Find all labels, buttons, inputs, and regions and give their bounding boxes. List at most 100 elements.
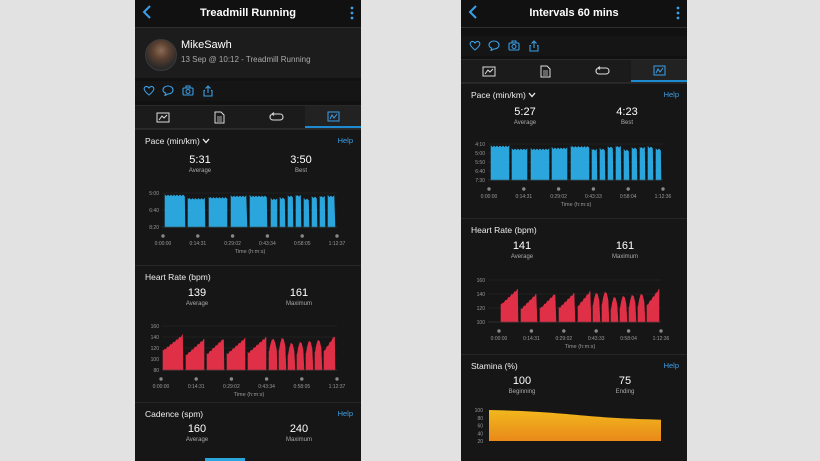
y-tick-label: 120 bbox=[151, 346, 160, 352]
x-tick-dot bbox=[196, 234, 200, 238]
user-name: MikeSawh bbox=[181, 39, 232, 51]
heart-rate-chart[interactable]: 160 140 120 100 80 0:00:00 0:14:31 0:29:02 0:43:… bbox=[135, 318, 361, 400]
x-tick-dot bbox=[626, 187, 630, 191]
tab-laps[interactable] bbox=[248, 106, 305, 128]
action-bar bbox=[135, 81, 361, 101]
tab-laps[interactable] bbox=[574, 60, 631, 82]
x-tick-label: 1:12:37 bbox=[329, 241, 346, 247]
back-chevron-icon[interactable] bbox=[467, 4, 479, 25]
activity-subtitle: 13 Sep @ 10:12 - Treadmill Running bbox=[181, 55, 311, 64]
back-chevron-icon[interactable] bbox=[141, 4, 153, 25]
x-tick-dot bbox=[562, 329, 566, 333]
heart-rate-section: Heart Rate (bpm) 141 Average 161 Maximum 1… bbox=[461, 218, 687, 355]
header-bar: Treadmill Running bbox=[135, 0, 361, 28]
y-tick-label: 100 bbox=[475, 408, 484, 414]
comment-icon[interactable] bbox=[162, 85, 174, 96]
y-tick-label: 5:50 bbox=[475, 160, 485, 166]
hr-maximum: 161 Maximum bbox=[611, 240, 638, 260]
action-bar bbox=[461, 36, 687, 56]
laps-tab-icon bbox=[269, 112, 284, 121]
x-axis-label: Time (h:m:s) bbox=[561, 202, 592, 208]
heart-rate-chart[interactable]: 160 140 120 100 0:00:00 0:14:31 0:29:02 0:43:33… bbox=[461, 272, 687, 352]
help-link[interactable]: Help bbox=[337, 409, 353, 418]
x-tick-dot bbox=[300, 234, 304, 238]
more-vertical-icon[interactable] bbox=[350, 6, 354, 25]
tab-details[interactable] bbox=[191, 106, 248, 128]
x-tick-dot bbox=[230, 234, 235, 238]
tab-details[interactable] bbox=[517, 60, 574, 82]
x-tick-dot bbox=[335, 234, 339, 238]
heart-icon[interactable] bbox=[143, 85, 155, 96]
x-tick-dot bbox=[659, 329, 663, 333]
comment-icon[interactable] bbox=[488, 40, 500, 51]
stamina-section: Stamina (%) Help 100 Beginning 75 Ending 1… bbox=[461, 354, 687, 461]
x-tick-dot bbox=[265, 234, 270, 238]
x-tick-dot bbox=[661, 187, 665, 191]
stamina-beginning: 100 Beginning bbox=[508, 375, 536, 395]
x-tick-label: 1:12:36 bbox=[653, 336, 670, 342]
x-tick-label: 0:14:31 bbox=[515, 194, 532, 200]
y-tick-label: 140 bbox=[477, 292, 486, 298]
pace-section: Pace (min/km) Help 5:31 Average 3:50 Best … bbox=[135, 129, 361, 266]
help-link[interactable]: Help bbox=[663, 90, 679, 99]
map-tab-icon bbox=[156, 112, 170, 122]
hr-average: 139 Average bbox=[185, 287, 209, 307]
share-icon[interactable] bbox=[202, 85, 214, 97]
heart-icon[interactable] bbox=[469, 40, 481, 51]
heart-rate-series bbox=[162, 333, 336, 371]
camera-icon[interactable] bbox=[182, 85, 194, 96]
x-tick-label: 1:12:36 bbox=[655, 194, 672, 200]
heart-rate-series bbox=[500, 288, 660, 323]
more-vertical-icon[interactable] bbox=[676, 6, 680, 25]
x-tick-dot bbox=[529, 329, 534, 333]
y-tick-label: 100 bbox=[477, 320, 486, 326]
laps-tab-icon bbox=[595, 66, 610, 75]
y-tick-label: 140 bbox=[151, 335, 160, 341]
cadence-section: Cadence (spm) Help 160 Average 240 Maximum bbox=[135, 402, 361, 461]
pace-best: 4:23 Best bbox=[616, 106, 638, 126]
activity-title: Intervals 60 mins bbox=[529, 7, 619, 19]
details-tab-icon bbox=[214, 111, 225, 123]
x-tick-dot bbox=[159, 377, 163, 381]
heart-rate-title: Heart Rate (bpm) bbox=[471, 225, 537, 235]
y-tick-label: 160 bbox=[477, 278, 486, 284]
x-tick-dot bbox=[497, 329, 501, 333]
tab-map[interactable] bbox=[135, 106, 191, 128]
x-tick-dot bbox=[626, 329, 631, 333]
tab-charts[interactable] bbox=[631, 60, 687, 82]
pace-title[interactable]: Pace (min/km) bbox=[471, 90, 536, 100]
user-info: MikeSawh 13 Sep @ 10:12 - Treadmill Runn… bbox=[135, 28, 361, 78]
tab-charts[interactable] bbox=[305, 106, 361, 128]
y-tick-label: 80 bbox=[153, 368, 159, 374]
stamina-ending: 75 Ending bbox=[615, 375, 635, 395]
x-tick-dot bbox=[300, 377, 304, 381]
heart-rate-title: Heart Rate (bpm) bbox=[145, 272, 211, 282]
x-axis-label: Time (h:m:s) bbox=[565, 344, 596, 350]
x-tick-label: 0:14:31 bbox=[523, 336, 540, 342]
pace-chart[interactable]: 4:10 5:00 5:50 6:40 7:30 0:00:00 0:14:31 0:29:0… bbox=[461, 136, 687, 216]
x-tick-label: 0:00:00 bbox=[481, 194, 498, 200]
stamina-area bbox=[489, 410, 661, 441]
avatar[interactable] bbox=[145, 39, 177, 71]
charts-tab-icon bbox=[653, 65, 665, 75]
y-tick-label: 7:30 bbox=[475, 178, 485, 184]
x-tick-dot bbox=[556, 187, 561, 191]
x-tick-dot bbox=[194, 377, 198, 381]
help-link[interactable]: Help bbox=[337, 136, 353, 145]
pace-chart[interactable]: 5:00 6:40 8:20 0:00:00 0:14:31 0:29:02 0:43:34… bbox=[135, 185, 361, 263]
share-icon[interactable] bbox=[528, 40, 540, 52]
x-tick-dot bbox=[161, 234, 165, 238]
x-tick-dot bbox=[522, 187, 526, 191]
y-tick-label: 60 bbox=[477, 424, 483, 430]
y-tick-label: 4:10 bbox=[475, 142, 485, 148]
cadence-chart-peek bbox=[205, 458, 245, 461]
x-axis-label: Time (h:m:s) bbox=[234, 392, 265, 398]
x-tick-dot bbox=[229, 377, 234, 381]
y-tick-label: 100 bbox=[151, 357, 160, 363]
y-tick-label: 160 bbox=[151, 324, 160, 330]
pace-title[interactable]: Pace (min/km) bbox=[145, 136, 210, 146]
help-link[interactable]: Help bbox=[663, 361, 679, 370]
tab-map[interactable] bbox=[461, 60, 517, 82]
camera-icon[interactable] bbox=[508, 40, 520, 51]
